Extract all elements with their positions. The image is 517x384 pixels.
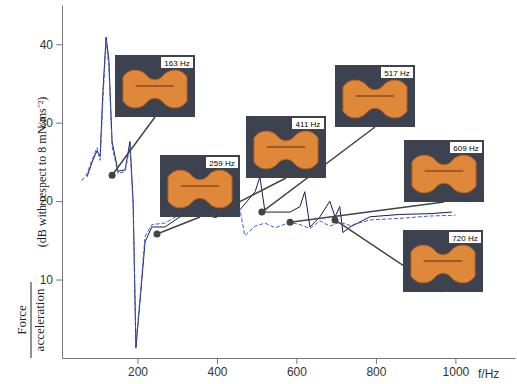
nodal-line bbox=[136, 85, 174, 86]
connector bbox=[215, 178, 286, 214]
plot-area bbox=[82, 37, 456, 348]
annotations: 163 Hz 259 Hz 411 Hz 517 Hz 609 Hz 720 Hz bbox=[109, 55, 484, 292]
x-axis-title: f/Hz bbox=[478, 367, 499, 381]
inset-background bbox=[246, 116, 326, 178]
connector bbox=[262, 127, 375, 212]
x-tick: 1000 bbox=[443, 358, 470, 379]
y-title-denominator: acceleration bbox=[32, 288, 47, 351]
y-tick: 40 bbox=[40, 38, 62, 52]
y-tick-mark bbox=[56, 44, 62, 45]
inset-label: 720 Hz bbox=[452, 234, 477, 243]
x-tick-label: 600 bbox=[287, 365, 307, 379]
violin-plate bbox=[411, 245, 475, 283]
inset-background bbox=[404, 140, 484, 202]
inset-label: 259 Hz bbox=[209, 159, 234, 168]
x-tick-mark bbox=[296, 358, 297, 364]
x-tick: 800 bbox=[366, 358, 386, 379]
inset-label-box bbox=[206, 157, 238, 168]
inset-label-box bbox=[381, 67, 413, 78]
nodal-line bbox=[356, 95, 394, 96]
x-tick-mark bbox=[217, 358, 218, 364]
y-title-unit: (dB with respect to 8 mN/ms⁻²) bbox=[35, 97, 49, 248]
nodal-line bbox=[181, 185, 219, 186]
inset: 609 Hz bbox=[404, 140, 484, 202]
inset-background bbox=[115, 55, 195, 117]
annotation-point bbox=[211, 211, 218, 218]
y-tick-mark bbox=[56, 201, 62, 202]
connector bbox=[157, 217, 200, 234]
annotation-point bbox=[287, 219, 294, 226]
x-tick-label: 400 bbox=[207, 365, 227, 379]
x-tick-mark bbox=[455, 358, 456, 364]
x-tick-label: 1000 bbox=[443, 365, 470, 379]
inset: 517 Hz bbox=[335, 65, 415, 127]
connector bbox=[290, 202, 444, 222]
violin-plate bbox=[412, 155, 476, 193]
y-tick-mark bbox=[56, 280, 62, 281]
annotation-point bbox=[258, 209, 265, 216]
violin-plate bbox=[343, 80, 407, 118]
connector bbox=[112, 117, 155, 175]
nodal-line bbox=[425, 170, 463, 171]
nodal-line bbox=[267, 146, 305, 147]
y-tick-label: 40 bbox=[40, 38, 54, 52]
inset-background bbox=[335, 65, 415, 127]
inset: 163 Hz bbox=[115, 55, 195, 117]
nodal-line bbox=[424, 260, 462, 261]
violin-plate bbox=[254, 131, 318, 169]
series-line bbox=[82, 40, 456, 344]
x-tick: 400 bbox=[207, 358, 227, 379]
inset-label: 517 Hz bbox=[384, 69, 409, 78]
inset-label: 411 Hz bbox=[296, 120, 321, 129]
x-tick: 600 bbox=[287, 358, 307, 379]
y-axis-title: Forceacceleration (dB with respect to 8 m… bbox=[14, 97, 49, 358]
x-tick-mark bbox=[138, 358, 139, 364]
y-tick-label: 10 bbox=[40, 273, 54, 287]
inset-label-box bbox=[449, 232, 481, 243]
inset-label-box bbox=[292, 118, 324, 129]
series-line bbox=[87, 37, 452, 348]
inset: 411 Hz bbox=[246, 116, 326, 178]
x-axis: 200 400 600 800 1000 bbox=[63, 358, 516, 379]
violin-plate bbox=[168, 170, 232, 208]
y-tick: 10 bbox=[40, 273, 62, 287]
inset-label: 163 Hz bbox=[164, 59, 189, 68]
x-tick-mark bbox=[376, 358, 377, 364]
x-tick: 200 bbox=[128, 358, 148, 379]
chart: 200400600800100010203040f/HzForceacceler… bbox=[0, 0, 517, 384]
x-axis-line bbox=[63, 358, 516, 359]
annotation-point bbox=[153, 231, 160, 238]
violin-plate bbox=[123, 70, 187, 108]
x-tick-label: 800 bbox=[366, 365, 386, 379]
inset-label-box bbox=[161, 57, 193, 68]
inset-label-box bbox=[450, 142, 482, 153]
y-axis-line bbox=[62, 6, 63, 359]
inset: 720 Hz bbox=[403, 230, 483, 292]
y-tick-mark bbox=[56, 123, 62, 124]
inset-background bbox=[403, 230, 483, 292]
annotation-point bbox=[109, 172, 116, 179]
inset-label: 609 Hz bbox=[453, 144, 478, 153]
y-title-numerator: Force bbox=[14, 305, 29, 335]
x-tick-label: 200 bbox=[128, 365, 148, 379]
annotation-point bbox=[331, 216, 338, 223]
